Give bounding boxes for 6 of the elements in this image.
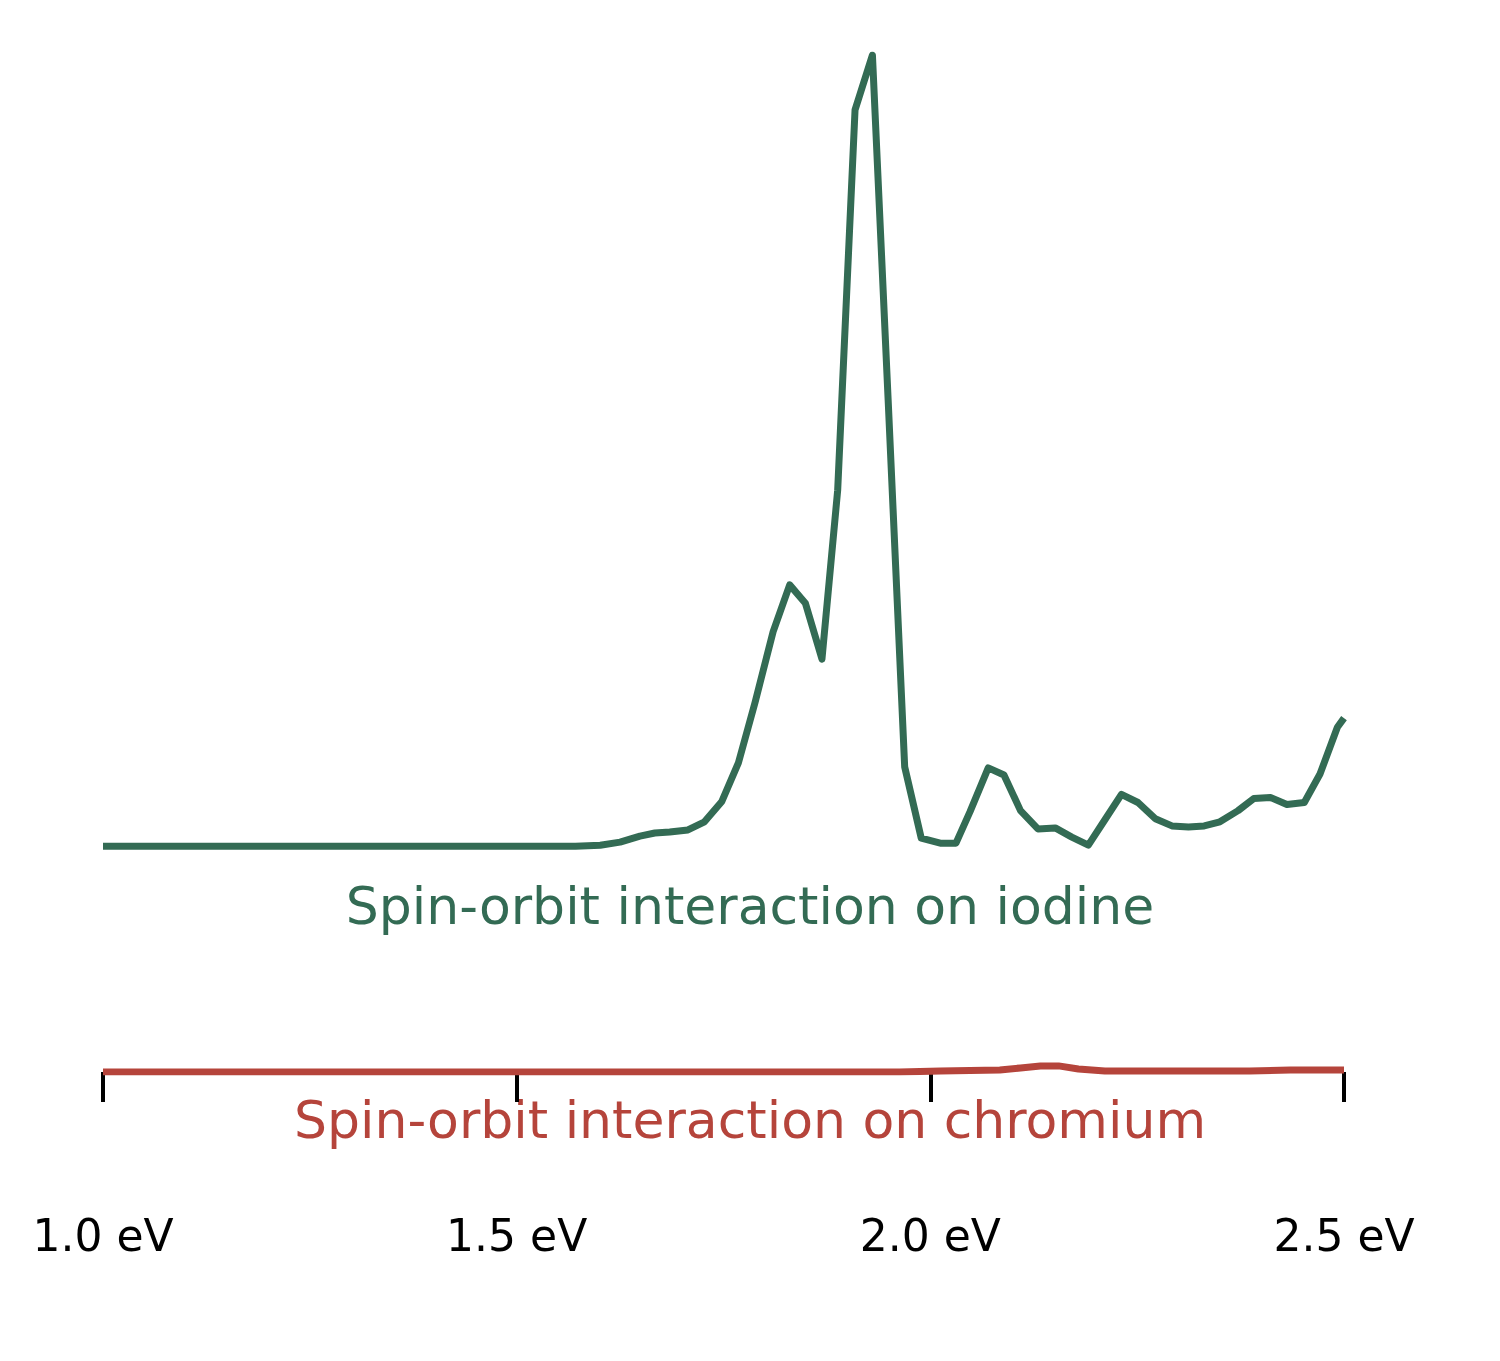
x-tick-label: 2.0 eV	[859, 1209, 1001, 1261]
x-tick-label: 1.0 eV	[32, 1209, 174, 1261]
x-tick-label: 2.5 eV	[1273, 1209, 1415, 1261]
series-label: Spin-orbit interaction on iodine	[345, 876, 1155, 937]
x-tick-label: 1.5 eV	[446, 1209, 588, 1261]
series-label: Spin-orbit interaction on chromium	[293, 1090, 1207, 1150]
